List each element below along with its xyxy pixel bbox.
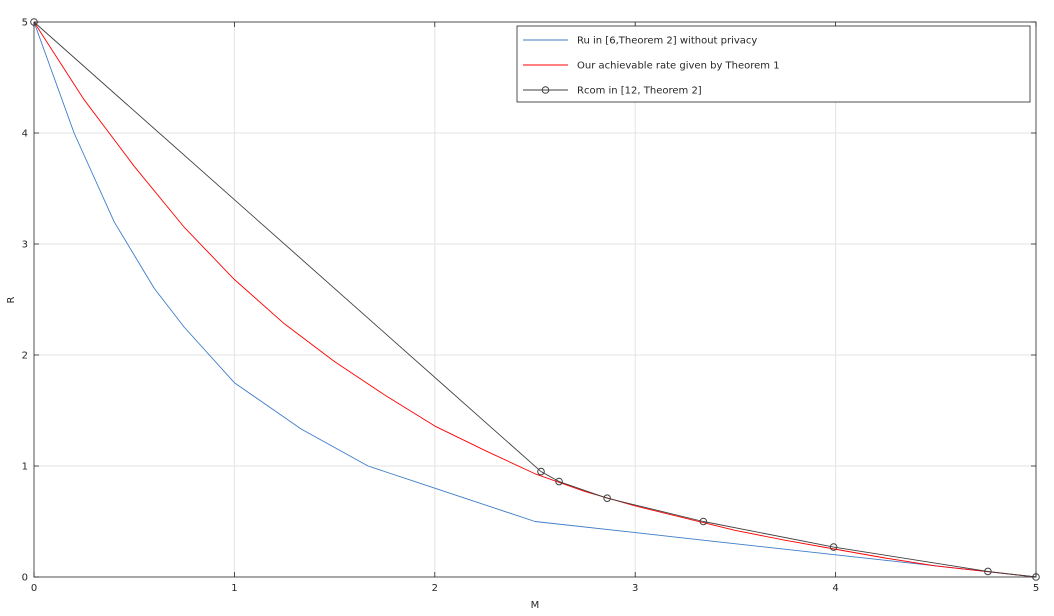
- y-tick-label: 1: [22, 462, 28, 473]
- series-ru-line: [33, 21, 1037, 578]
- x-tick-label: 0: [31, 583, 37, 594]
- series-rcom-line: [33, 21, 1037, 578]
- legend-box: [516, 25, 1031, 103]
- grid: [34, 22, 1036, 577]
- series-rcom-marker: [699, 517, 708, 526]
- y-axis-label: R: [6, 296, 17, 303]
- x-tick-label: 2: [432, 583, 438, 594]
- series-rcom-marker: [984, 567, 992, 576]
- y-tick-label: 0: [22, 573, 28, 584]
- plot-series: [30, 18, 1040, 581]
- series-rcom-marker: [555, 477, 563, 486]
- y-tick-label: 4: [22, 129, 28, 140]
- x-tick-label: 3: [632, 583, 638, 594]
- x-tick-label: 4: [832, 583, 838, 594]
- series-rcom-marker: [603, 494, 611, 502]
- series-rcom-marker: [829, 543, 838, 551]
- y-tick-label: 3: [22, 240, 28, 251]
- y-tick-label: 2: [22, 351, 28, 362]
- legend-label-rcom: Rcom in [12, Theorem 2]: [577, 86, 702, 97]
- x-axis-label: M: [531, 600, 540, 611]
- legend-label-ru: Ru in [6,Theorem 2] without privacy: [577, 36, 757, 47]
- series-rcom-marker: [537, 467, 545, 476]
- series-ours-line: [33, 21, 1037, 578]
- x-tick-label: 1: [231, 583, 237, 594]
- x-tick-label: 5: [1033, 583, 1039, 594]
- axis-ticks: 0 1 2 3 4 5 0 1 2 3 4 5: [22, 18, 1040, 595]
- legend-label-ours: Our achievable rate given by Theorem 1: [577, 61, 780, 72]
- plot-frame: [33, 21, 1037, 578]
- legend-marker-rcom: [541, 86, 550, 94]
- legend: Ru in [6,Theorem 2] without privacy Our …: [516, 25, 1031, 103]
- y-tick-label: 5: [22, 18, 28, 29]
